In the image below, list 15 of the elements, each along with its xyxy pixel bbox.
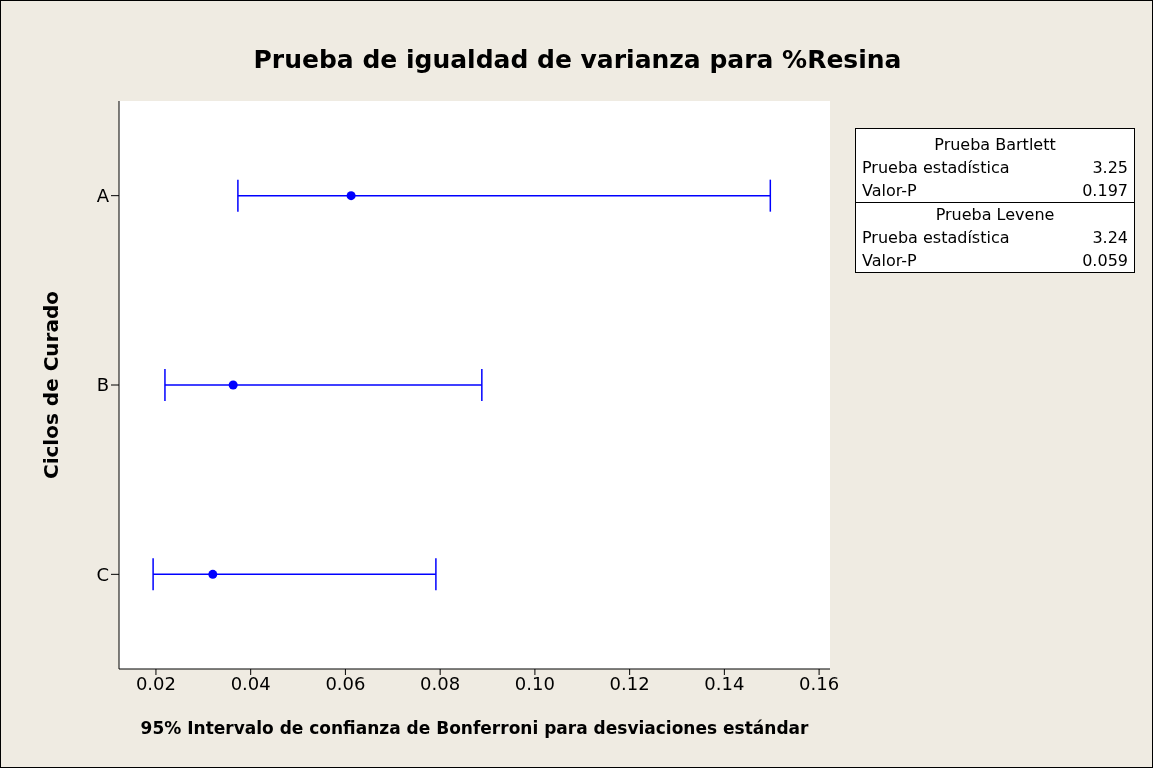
x-tick-label: 0.14 [704, 672, 745, 694]
y-tick-label: B [96, 374, 109, 396]
x-tick-label: 0.12 [609, 672, 650, 694]
x-tick-label: 0.10 [514, 672, 555, 694]
y-tick-label: A [96, 185, 110, 207]
x-tick-label: 0.08 [420, 672, 461, 694]
test-table: Prueba Bartlett Prueba estadística 3.25 Valor-P 0.197 Prueba Levene Prueba estadística 3.24 Valor-P 0.059 [855, 128, 1135, 273]
x-tick-label: 0.06 [325, 672, 366, 694]
y-axis-title: Ciclos de Curado [39, 290, 63, 481]
x-tick-label: 0.16 [799, 672, 840, 694]
x-tick-label: 0.02 [135, 672, 176, 694]
y-tick-label: C [96, 563, 109, 585]
x-tick-label: 0.04 [230, 672, 271, 694]
x-axis-title: 95% Intervalo de confianza de Bonferroni para desviaciones estándar [139, 718, 810, 738]
chart-title: Prueba de igualdad de varianza para %Resina [252, 45, 903, 74]
